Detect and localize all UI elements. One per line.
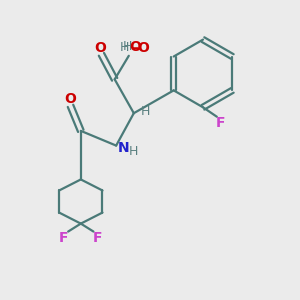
Text: F: F <box>93 231 103 245</box>
Text: H: H <box>119 41 129 54</box>
Text: H: H <box>141 105 150 118</box>
Text: –O: –O <box>132 40 151 55</box>
Text: O: O <box>64 92 76 106</box>
Text: H: H <box>123 40 132 53</box>
Text: O: O <box>129 40 141 54</box>
Text: F: F <box>59 231 68 245</box>
Text: O: O <box>94 41 106 55</box>
Text: F: F <box>216 116 225 130</box>
Text: H: H <box>129 145 139 158</box>
Text: N: N <box>118 141 129 155</box>
